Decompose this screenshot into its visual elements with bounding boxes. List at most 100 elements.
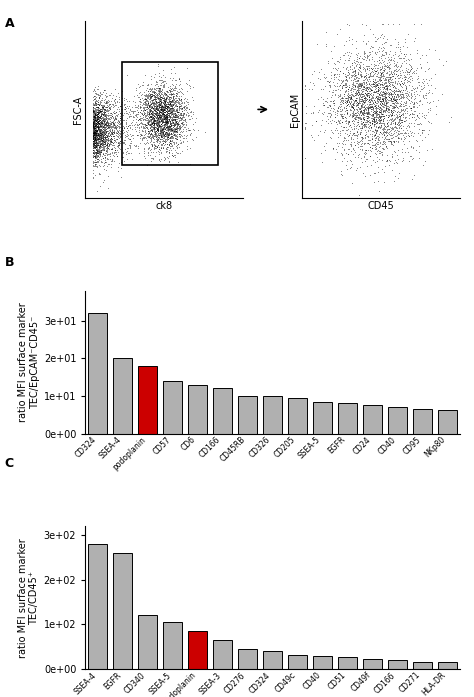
Point xyxy=(380,89,387,100)
Point xyxy=(156,89,164,100)
Point xyxy=(103,145,111,156)
Point xyxy=(371,93,379,104)
Point xyxy=(153,126,161,137)
Point xyxy=(349,107,356,118)
Point xyxy=(151,123,158,134)
Point xyxy=(177,114,184,125)
Point xyxy=(402,95,410,107)
Point xyxy=(175,130,183,141)
Point xyxy=(169,142,177,153)
Point xyxy=(170,118,178,129)
Point xyxy=(154,118,161,129)
Point xyxy=(171,138,178,149)
Point xyxy=(168,139,176,151)
Point xyxy=(92,160,100,171)
Point xyxy=(165,107,173,118)
Point xyxy=(342,148,350,159)
Point xyxy=(152,93,160,104)
Point xyxy=(397,100,404,112)
Point xyxy=(374,68,381,79)
Point xyxy=(97,114,104,125)
Point xyxy=(94,136,101,147)
Point xyxy=(392,100,400,111)
Point xyxy=(162,100,170,112)
Point xyxy=(147,93,155,104)
Point xyxy=(108,153,116,164)
Point xyxy=(102,121,110,132)
Point xyxy=(143,106,151,117)
Point xyxy=(95,103,102,114)
Point xyxy=(96,86,103,98)
Point xyxy=(159,107,166,118)
Point xyxy=(146,118,153,130)
Point xyxy=(365,115,372,126)
Point xyxy=(161,105,168,116)
Point xyxy=(406,49,414,60)
Point xyxy=(155,112,163,123)
Point xyxy=(95,126,102,137)
Point xyxy=(380,112,388,123)
Point xyxy=(151,124,159,135)
Point xyxy=(167,92,175,103)
Point xyxy=(138,130,146,141)
Point xyxy=(378,104,386,115)
Point xyxy=(364,81,371,92)
Point xyxy=(159,96,167,107)
Point xyxy=(89,150,97,161)
Point xyxy=(319,114,326,125)
Point xyxy=(180,133,187,144)
Point xyxy=(334,102,341,114)
Point xyxy=(365,70,373,82)
Point xyxy=(104,105,112,116)
Point xyxy=(103,98,110,109)
Point xyxy=(386,114,393,125)
Point xyxy=(388,95,396,107)
Point xyxy=(383,58,391,69)
Point xyxy=(154,123,161,135)
Point xyxy=(380,120,388,131)
Point xyxy=(99,136,107,147)
Point xyxy=(172,95,180,107)
Point xyxy=(387,126,394,137)
Point xyxy=(141,104,149,115)
Point xyxy=(355,190,363,201)
Point xyxy=(150,112,157,123)
Point xyxy=(89,86,97,97)
Point xyxy=(348,159,356,170)
Point xyxy=(91,132,99,143)
Point xyxy=(373,112,380,123)
Point xyxy=(96,106,103,117)
Point xyxy=(345,64,352,75)
Point xyxy=(396,116,403,128)
Point xyxy=(158,131,165,142)
Point xyxy=(410,106,418,117)
Point xyxy=(90,130,97,141)
Point xyxy=(146,116,153,127)
Point xyxy=(90,127,98,138)
Point xyxy=(164,103,171,114)
Point xyxy=(101,151,109,162)
Point xyxy=(100,110,108,121)
Point xyxy=(371,74,379,85)
Point xyxy=(146,100,153,112)
Point xyxy=(384,88,392,99)
Point xyxy=(367,122,375,133)
Point xyxy=(162,135,170,146)
Point xyxy=(346,34,353,45)
Point xyxy=(330,40,337,52)
Point xyxy=(157,114,165,125)
Point xyxy=(380,62,388,73)
Point xyxy=(168,102,176,114)
Point xyxy=(158,100,165,111)
Point xyxy=(93,109,100,121)
Point xyxy=(92,146,100,158)
Point xyxy=(153,125,161,136)
Point xyxy=(153,114,161,125)
Point xyxy=(169,91,177,102)
Point xyxy=(370,107,377,118)
Point xyxy=(155,87,163,98)
Point xyxy=(104,158,111,169)
Point xyxy=(149,118,157,129)
Point xyxy=(376,41,383,52)
Point xyxy=(155,107,162,118)
